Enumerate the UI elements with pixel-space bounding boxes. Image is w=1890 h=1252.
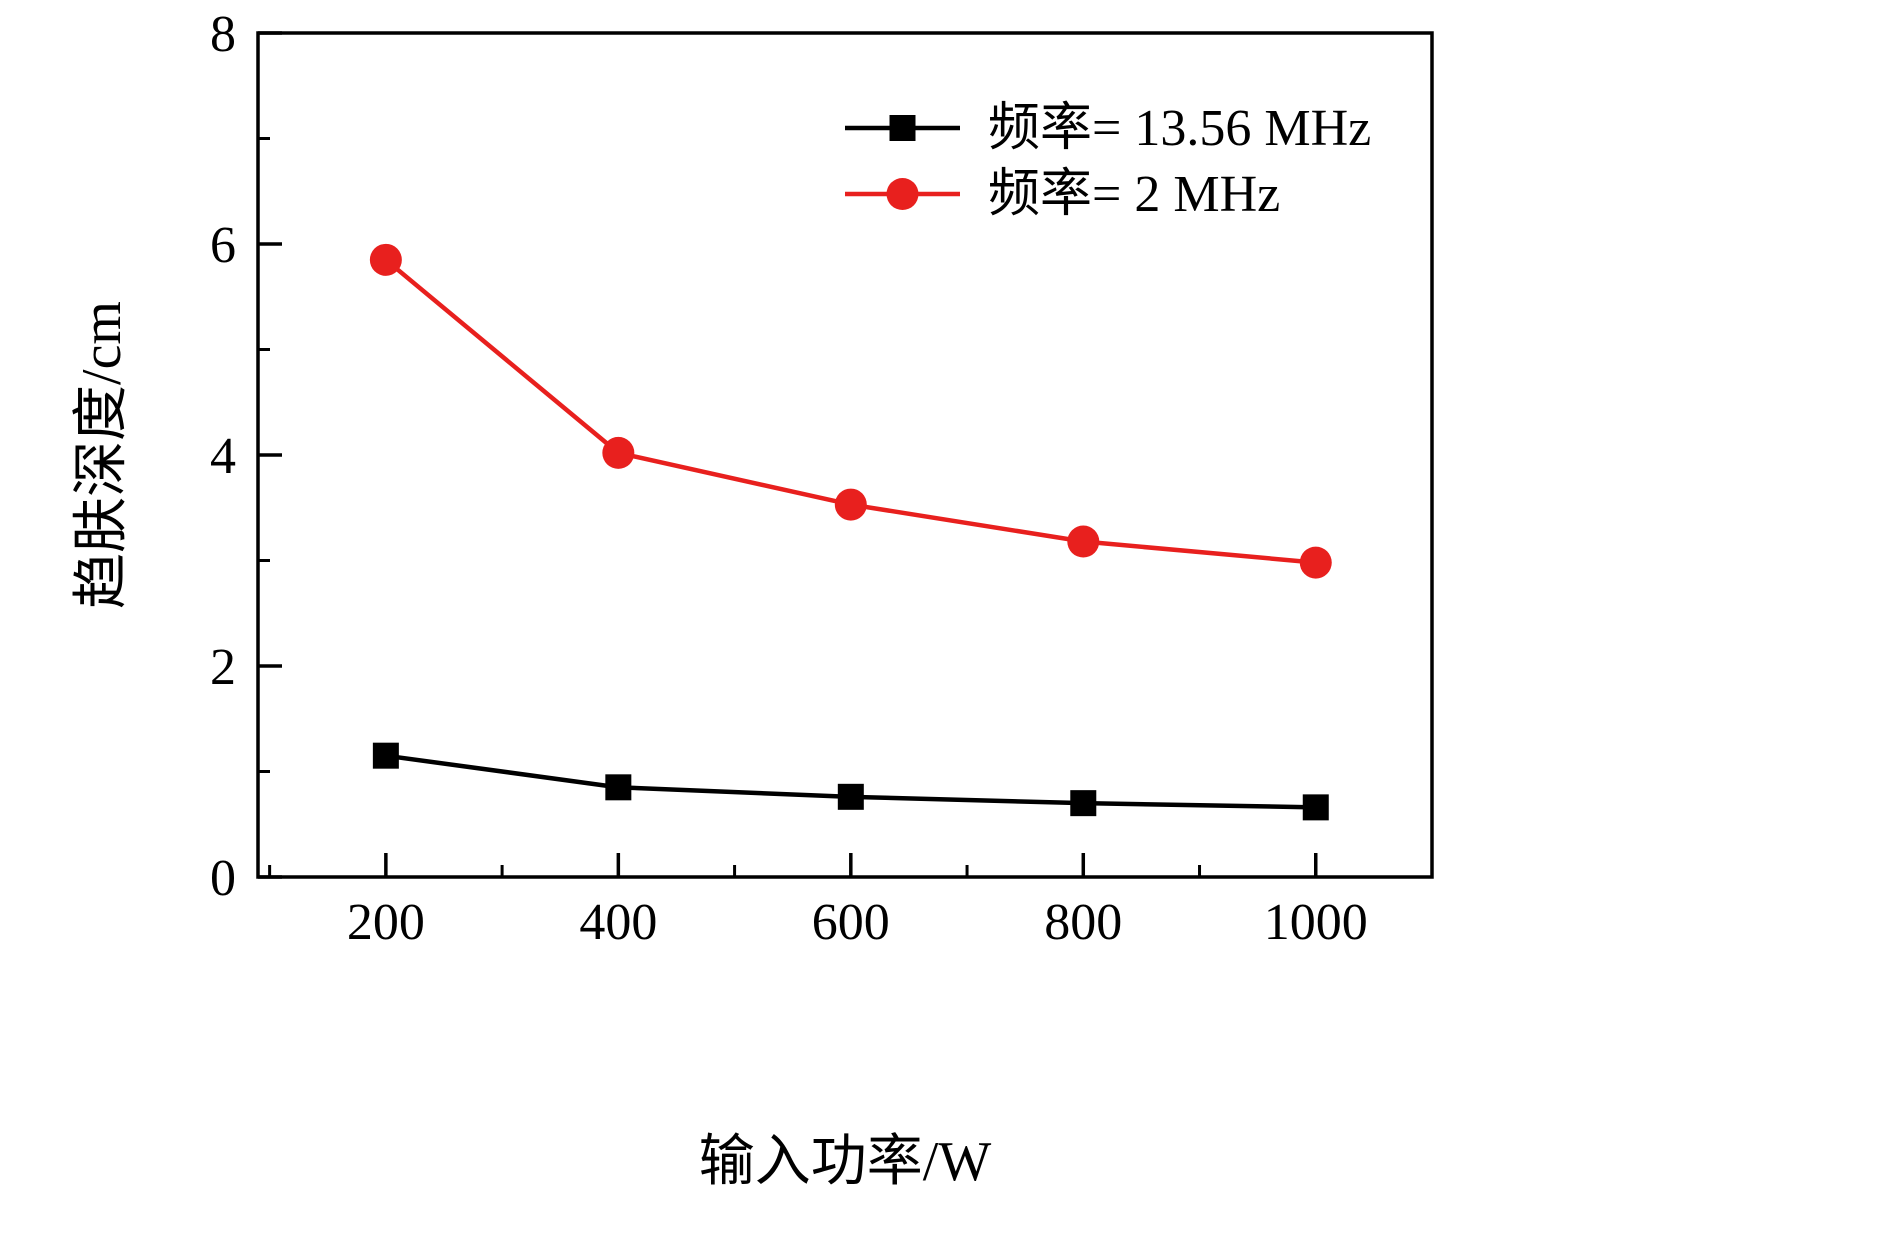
y-tick-label: 6 bbox=[210, 217, 236, 274]
series-marker-0 bbox=[1070, 790, 1097, 817]
x-tick-label: 200 bbox=[347, 894, 425, 951]
y-tick-label: 0 bbox=[210, 850, 236, 907]
x-axis-label: 输入功率/W bbox=[699, 1131, 992, 1193]
series-marker-0 bbox=[1302, 794, 1329, 821]
x-tick-label: 800 bbox=[1044, 894, 1122, 951]
series-marker-1 bbox=[834, 488, 867, 521]
legend-label-0: 频率= 13.56 MHz bbox=[988, 100, 1371, 157]
x-tick-label: 600 bbox=[812, 894, 890, 951]
series-marker-0 bbox=[372, 742, 399, 769]
series-marker-0 bbox=[605, 774, 632, 801]
y-tick-label: 4 bbox=[210, 428, 236, 485]
series-marker-1 bbox=[1067, 525, 1100, 558]
y-axis-label: 趋肤深度/cm bbox=[71, 301, 133, 609]
series-marker-1 bbox=[602, 436, 635, 469]
axes-frame bbox=[256, 31, 1434, 879]
series-marker-1 bbox=[369, 243, 402, 276]
x-tick-label: 1000 bbox=[1264, 894, 1368, 951]
series-marker-0 bbox=[837, 783, 864, 810]
y-tick-label: 2 bbox=[210, 639, 236, 696]
y-tick-label: 8 bbox=[210, 6, 236, 63]
legend-marker-1 bbox=[886, 178, 919, 210]
series-marker-1 bbox=[1299, 546, 1332, 579]
legend-label-1: 频率= 2 MHz bbox=[988, 166, 1280, 223]
x-tick-label: 400 bbox=[579, 894, 657, 951]
legend-marker-0 bbox=[889, 115, 916, 141]
